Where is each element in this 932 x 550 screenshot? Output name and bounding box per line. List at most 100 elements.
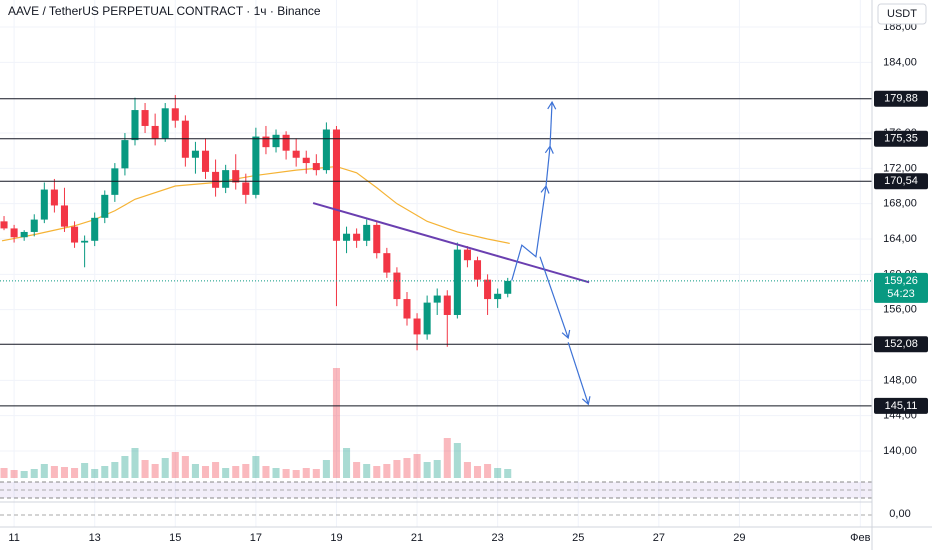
projection-arrow xyxy=(539,256,571,340)
candle-body xyxy=(373,224,381,254)
volume-bar xyxy=(60,467,68,478)
candle-body xyxy=(232,170,240,183)
volume-bar xyxy=(212,462,220,478)
level-label-box xyxy=(874,336,928,353)
volume-bar xyxy=(322,460,330,478)
candle-body xyxy=(302,157,310,164)
projection-arrow xyxy=(547,100,557,147)
volume-bar xyxy=(40,464,48,478)
volume-bar xyxy=(242,464,250,478)
x-tick-label: 11 xyxy=(8,532,19,544)
y-tick-label: 168,00 xyxy=(883,198,917,210)
volume-bar xyxy=(81,463,89,478)
candle-body xyxy=(393,272,401,300)
volume-bar xyxy=(393,460,401,478)
candle-body xyxy=(383,253,391,273)
volume-bar xyxy=(151,464,159,478)
volume-bar xyxy=(161,458,169,478)
candle-body xyxy=(242,182,250,195)
last-price-label: 159,26 xyxy=(884,275,918,287)
level-label-box xyxy=(874,130,928,147)
candle-body xyxy=(504,280,512,294)
volume-bar xyxy=(30,469,38,478)
candle-body xyxy=(292,150,300,158)
level-label-box xyxy=(874,90,928,107)
volume-bar xyxy=(282,469,290,478)
y-tick-label: 172,00 xyxy=(883,162,917,174)
y-tick-label: 164,00 xyxy=(883,233,917,245)
candle-body xyxy=(494,293,502,300)
candle-body xyxy=(473,260,482,280)
candle-body xyxy=(121,140,129,169)
y-tick-label: 156,00 xyxy=(883,304,917,316)
volume-bar xyxy=(383,464,391,478)
candle-body xyxy=(222,170,230,188)
volume-bar xyxy=(463,462,471,478)
trendline xyxy=(312,202,590,284)
candle-body xyxy=(463,249,471,261)
x-tick-label: 17 xyxy=(250,532,262,544)
volume-bar xyxy=(272,468,280,478)
candle-body xyxy=(91,217,99,241)
volume-bar xyxy=(413,454,421,478)
projection-arrow xyxy=(544,145,554,187)
volume-bar xyxy=(363,464,371,478)
candle-body xyxy=(161,108,169,139)
volume-bar xyxy=(292,470,300,478)
x-tick-label: 27 xyxy=(653,532,665,544)
volume-bar xyxy=(353,462,361,478)
volume-bar xyxy=(332,368,340,478)
volume-bar xyxy=(232,466,240,478)
x-tick-label: 15 xyxy=(169,532,181,544)
candle-body xyxy=(353,233,361,241)
x-tick-label: Фев xyxy=(850,532,870,544)
candle-body xyxy=(403,299,411,319)
volume-bar xyxy=(101,466,109,478)
level-label: 175,35 xyxy=(884,133,918,145)
candle-body xyxy=(201,150,210,172)
volume-bar xyxy=(252,456,260,478)
volume-bar xyxy=(484,464,492,478)
level-label: 145,11 xyxy=(885,400,918,412)
volume-bar xyxy=(0,468,8,478)
y-tick-label: 148,00 xyxy=(883,374,917,386)
projection-arrow xyxy=(511,184,550,281)
volume-bar xyxy=(423,462,431,478)
volume-bar xyxy=(141,460,149,478)
x-tick-label: 21 xyxy=(411,532,423,544)
x-tick-label: 19 xyxy=(330,532,342,544)
candle-body xyxy=(10,228,18,238)
level-label: 170,54 xyxy=(884,175,918,187)
candle-body xyxy=(40,189,48,220)
candle-body xyxy=(131,110,139,141)
chart-title: AAVE / TetherUS PERPETUAL CONTRACT · 1ч … xyxy=(8,4,321,18)
volume-bar xyxy=(302,468,310,478)
y-tick-label: 140,00 xyxy=(883,445,917,457)
volume-bar xyxy=(473,466,482,478)
currency[interactable]: USDT xyxy=(887,8,917,20)
candle-body xyxy=(322,129,330,171)
volume-bar xyxy=(201,466,210,478)
currency-box[interactable] xyxy=(877,3,927,25)
volume-bar xyxy=(453,443,461,478)
volume-bar xyxy=(121,456,129,478)
candle-body xyxy=(282,134,290,151)
volume-bar xyxy=(262,466,270,478)
candle-body xyxy=(252,136,260,195)
candle-body xyxy=(423,302,431,335)
axis: 188,00184,00176,00172,00168,00164,00160,… xyxy=(8,21,928,544)
candle-body xyxy=(363,224,371,241)
candle-body xyxy=(171,108,179,121)
candle-body xyxy=(272,134,280,148)
candle-body xyxy=(101,194,109,218)
candle-body xyxy=(332,129,340,241)
volume-bar xyxy=(20,471,28,478)
x-tick-label: 29 xyxy=(733,532,745,544)
oscillator-label: 0,00 xyxy=(889,508,910,520)
candle-body xyxy=(81,240,89,243)
level-label: 179,88 xyxy=(884,93,918,105)
volume-bar xyxy=(403,458,411,478)
candle-body xyxy=(191,150,199,158)
candle-body xyxy=(141,110,149,126)
candle-body xyxy=(0,221,8,229)
